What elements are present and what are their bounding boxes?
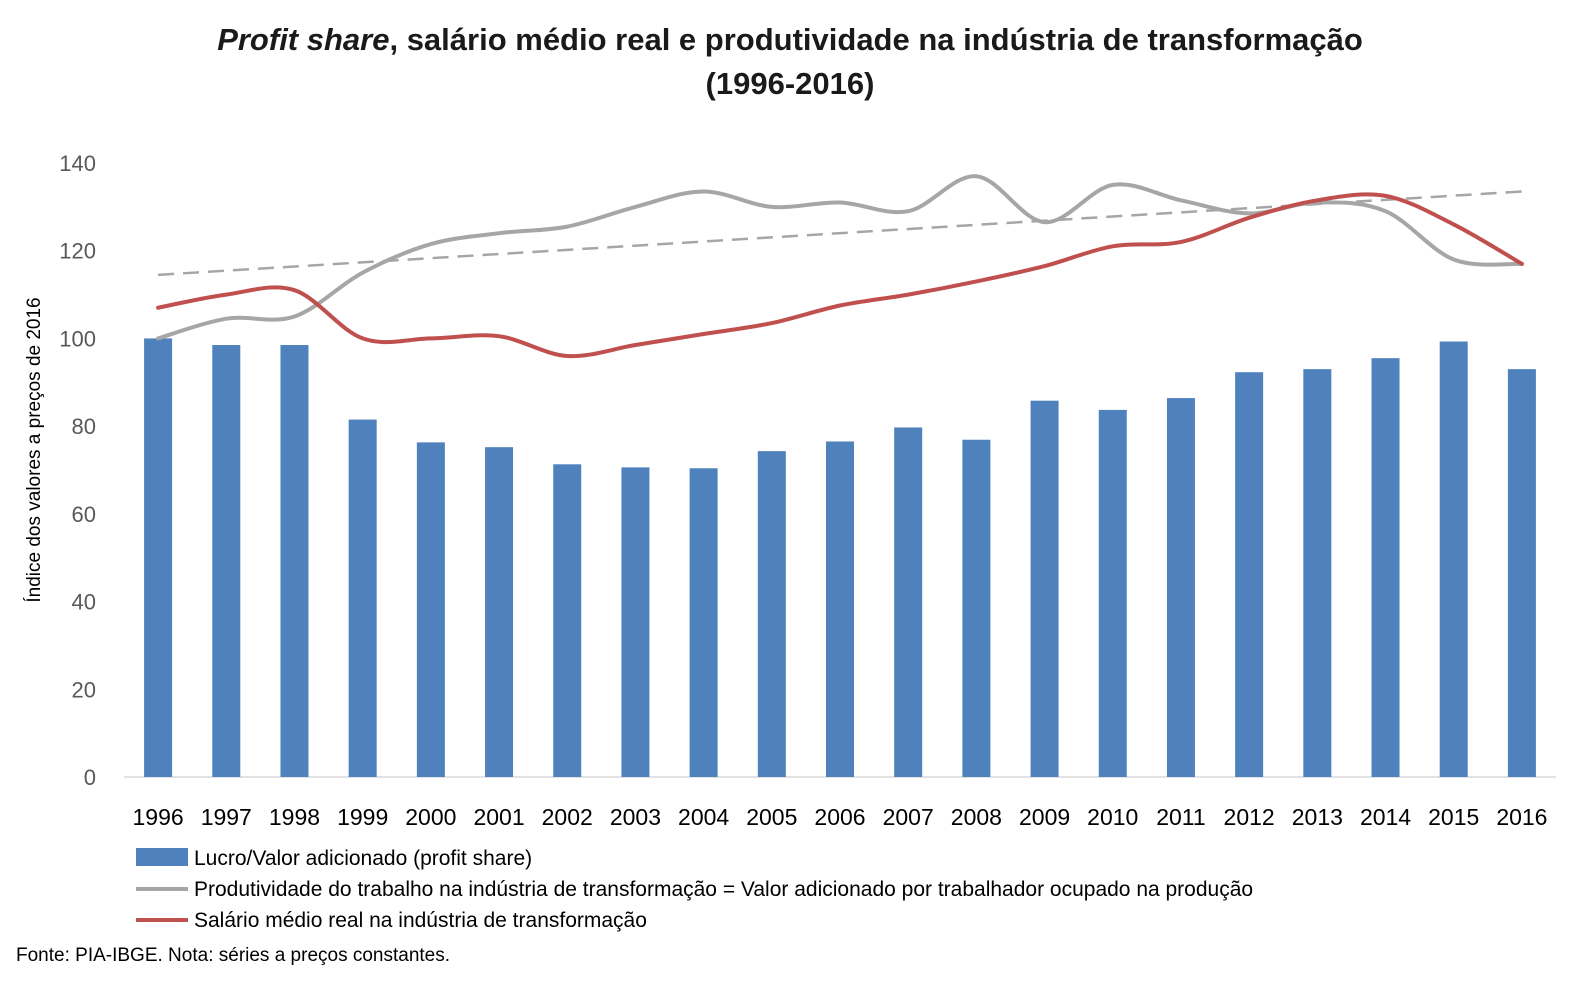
bar-2011 [1166,398,1195,777]
bar-2005 [757,451,786,777]
bars-group [144,338,1536,777]
x-tick-label-1997: 1997 [201,804,252,830]
x-tick-label-2004: 2004 [678,804,729,830]
chart-title-line-1: Profit share, salário médio real e produ… [0,18,1580,62]
source-footnote: Fonte: PIA-IBGE. Nota: séries a preços c… [16,945,451,966]
x-tick-label-2008: 2008 [951,804,1002,830]
bar-2007 [894,427,923,777]
y-tick-label-100: 100 [59,326,96,351]
bar-2015 [1439,341,1468,777]
chart-title-line-2: (1996-2016) [705,66,875,101]
bar-2016 [1507,369,1536,777]
salary-line [156,192,1524,359]
chart-title: Profit share, salário médio real e produ… [0,18,1580,106]
y-tick-label-80: 80 [72,414,96,439]
bar-2002 [553,464,582,777]
x-tick-label-2015: 2015 [1428,804,1479,830]
legend-swatch-0 [136,848,188,866]
x-tick-label-2007: 2007 [883,804,934,830]
bar-2000 [416,442,445,777]
lines-group [156,174,1524,359]
bar-2010 [1098,409,1127,777]
x-tick-label-2009: 2009 [1019,804,1070,830]
x-tick-label-2006: 2006 [814,804,865,830]
bar-2012 [1235,372,1264,777]
bar-2009 [1030,400,1059,777]
axes-group: 0 20 40 60 80 100 120 140 Índice dos valores a p… [24,151,1556,830]
legend-label-1: Produtividade do trabalho na indústria d… [194,878,1253,901]
x-tick-label-1998: 1998 [269,804,320,830]
bar-1996 [144,338,173,777]
bar-1997 [212,345,241,777]
x-tick-label-1999: 1999 [337,804,388,830]
legend-label-2: Salário médio real na indústria de trans… [194,909,647,932]
bar-2003 [621,467,650,777]
x-tick-label-2000: 2000 [405,804,456,830]
x-tick-label-2013: 2013 [1292,804,1343,830]
chart-title-rest: , salário médio real e produtividade na … [389,22,1363,57]
chart-title-italic: Profit share [217,22,390,57]
y-tick-label-60: 60 [72,502,96,527]
bar-2006 [826,441,854,777]
x-tick-label-1996: 1996 [133,804,184,830]
x-tick-label-2002: 2002 [542,804,593,830]
x-tick-label-2012: 2012 [1224,804,1275,830]
bar-2008 [962,439,991,777]
x-tick-label-2003: 2003 [610,804,661,830]
legend-label-0: Lucro/Valor adicionado (profit share) [194,847,532,870]
bar-2004 [689,468,718,777]
y-tick-label-0: 0 [84,765,96,790]
y-tick-label-40: 40 [72,590,96,615]
bar-2014 [1371,358,1400,777]
x-tick-label-2016: 2016 [1496,804,1547,830]
x-tick-label-2001: 2001 [473,804,524,830]
x-tick-label-2010: 2010 [1087,804,1138,830]
x-tick-label-2011: 2011 [1156,804,1205,830]
legend-group: Lucro/Valor adicionado (profit share) Pro… [136,847,1253,932]
y-tick-label-20: 20 [72,677,96,702]
bar-1999 [348,419,377,777]
bar-2001 [485,447,514,777]
y-tick-label-120: 120 [59,239,96,264]
y-tick-label-140: 140 [59,151,96,176]
y-axis-label: Índice dos valores a preços de 2016 [24,297,45,602]
x-tick-label-2005: 2005 [746,804,797,830]
bar-1998 [280,345,309,777]
bar-2013 [1303,369,1332,777]
x-tick-label-2014: 2014 [1360,804,1411,830]
